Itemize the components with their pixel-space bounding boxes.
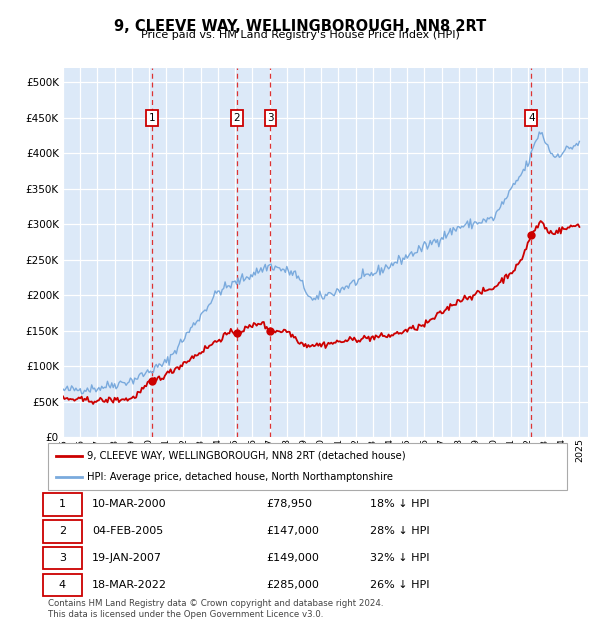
Text: 19-JAN-2007: 19-JAN-2007 [92,553,162,564]
Text: 28% ↓ HPI: 28% ↓ HPI [370,526,430,536]
Text: 3: 3 [267,113,274,123]
Text: £285,000: £285,000 [266,580,319,590]
Text: 9, CLEEVE WAY, WELLINGBOROUGH, NN8 2RT (detached house): 9, CLEEVE WAY, WELLINGBOROUGH, NN8 2RT (… [87,451,406,461]
Text: 1: 1 [59,499,66,510]
FancyBboxPatch shape [43,547,82,569]
Text: £149,000: £149,000 [266,553,319,564]
Text: 9, CLEEVE WAY, WELLINGBOROUGH, NN8 2RT: 9, CLEEVE WAY, WELLINGBOROUGH, NN8 2RT [114,19,486,33]
Text: HPI: Average price, detached house, North Northamptonshire: HPI: Average price, detached house, Nort… [87,472,393,482]
Text: Price paid vs. HM Land Registry's House Price Index (HPI): Price paid vs. HM Land Registry's House … [140,30,460,40]
FancyBboxPatch shape [43,520,82,542]
Text: £147,000: £147,000 [266,526,319,536]
Text: 10-MAR-2000: 10-MAR-2000 [92,499,167,510]
Text: 3: 3 [59,553,66,564]
FancyBboxPatch shape [48,443,567,490]
Text: 1: 1 [149,113,155,123]
Text: 2: 2 [233,113,240,123]
FancyBboxPatch shape [43,493,82,516]
Text: £78,950: £78,950 [266,499,312,510]
Text: Contains HM Land Registry data © Crown copyright and database right 2024.
This d: Contains HM Land Registry data © Crown c… [48,600,383,619]
Text: 18% ↓ HPI: 18% ↓ HPI [370,499,429,510]
Text: 32% ↓ HPI: 32% ↓ HPI [370,553,429,564]
FancyBboxPatch shape [43,574,82,596]
Text: 18-MAR-2022: 18-MAR-2022 [92,580,167,590]
Text: 26% ↓ HPI: 26% ↓ HPI [370,580,429,590]
Text: 4: 4 [59,580,66,590]
Text: 4: 4 [528,113,535,123]
Text: 04-FEB-2005: 04-FEB-2005 [92,526,163,536]
Text: 2: 2 [59,526,66,536]
